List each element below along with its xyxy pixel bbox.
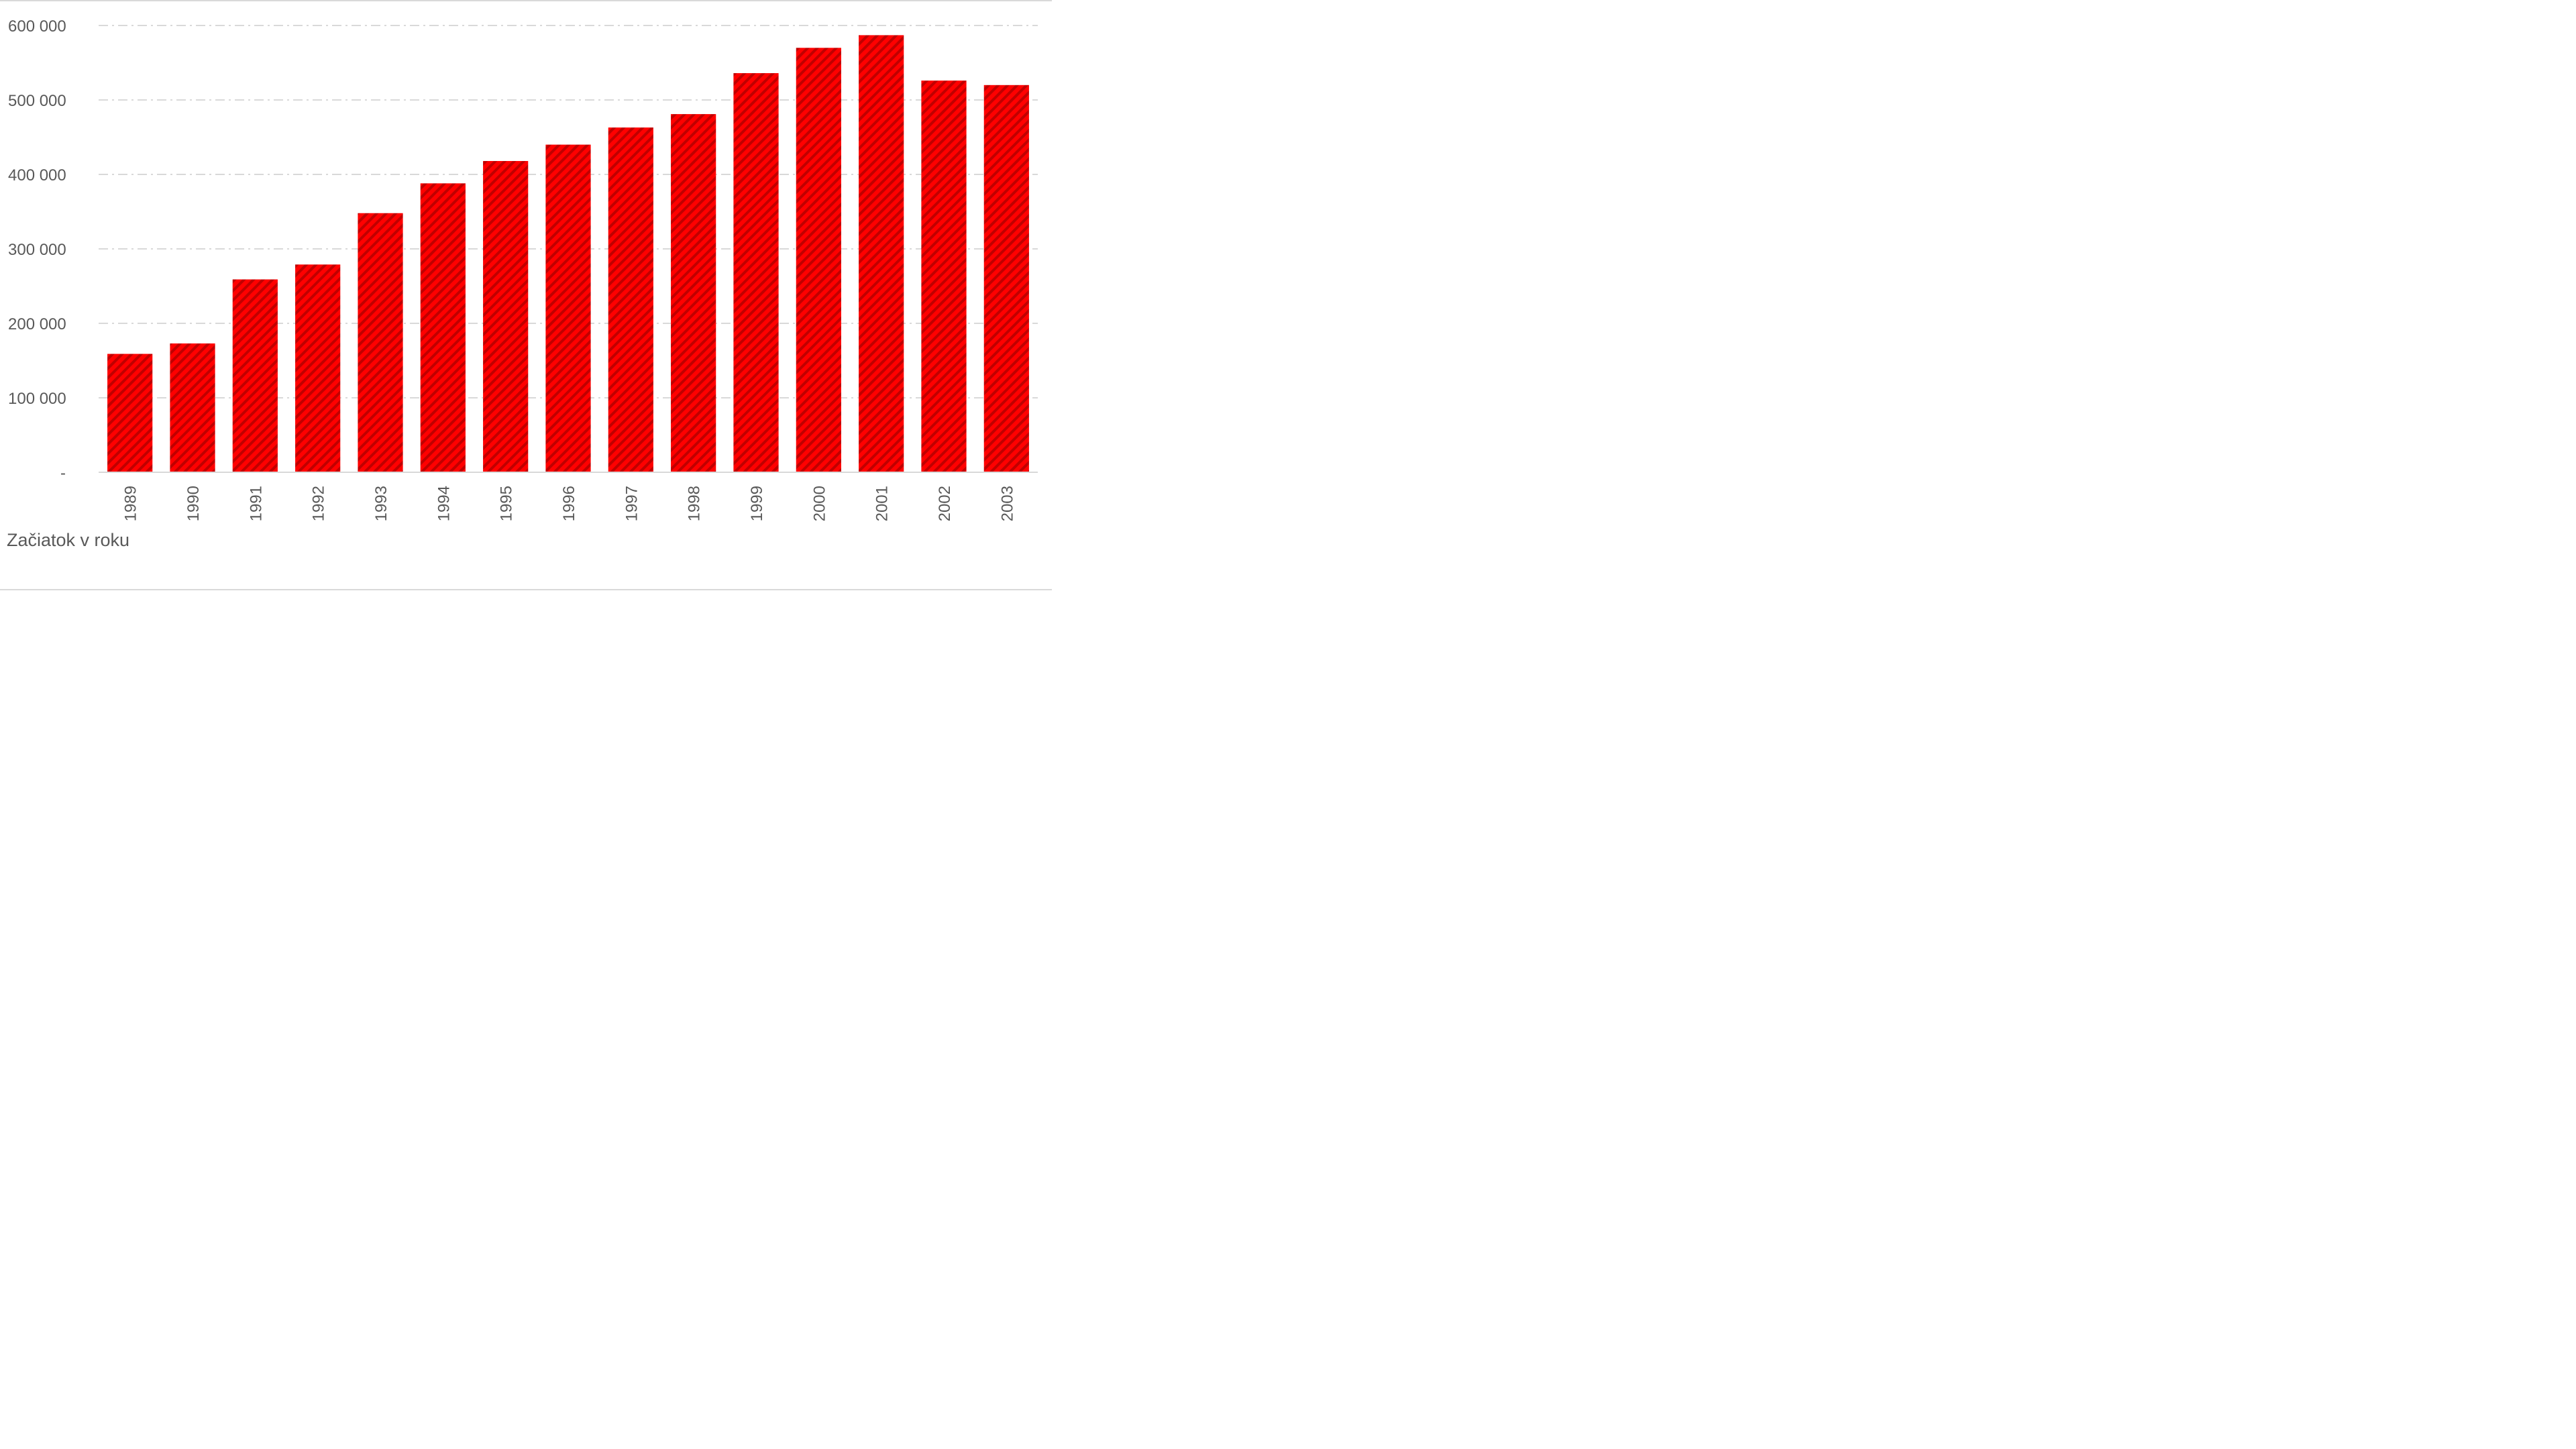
bar-1992 <box>295 264 341 472</box>
bar-2001 <box>859 35 904 473</box>
y-tick-label: 400 000 <box>8 166 66 184</box>
y-tick-label: 600 000 <box>8 17 66 36</box>
bar-1998 <box>671 114 716 473</box>
bar-2003 <box>983 85 1029 473</box>
x-tick-label: 2002 <box>936 486 954 521</box>
bar-2000 <box>796 48 841 473</box>
bar-1991 <box>232 279 278 472</box>
x-tick-label: 1993 <box>372 486 390 521</box>
x-tick-label: 1991 <box>247 486 265 521</box>
x-tick-label: 1992 <box>310 486 328 521</box>
bottom-border <box>0 589 1052 590</box>
x-tick-labels: 1989 1990 1991 1992 1993 1994 1995 1996 1997 1998… <box>122 486 1017 521</box>
top-border <box>0 0 1052 1</box>
bar-1995 <box>483 161 529 472</box>
x-tick-label: 1998 <box>686 486 704 521</box>
bar-1989 <box>107 354 153 472</box>
x-tick-label: 1995 <box>498 486 516 521</box>
bar-2002 <box>921 80 967 472</box>
y-tick-label: 300 000 <box>8 241 66 259</box>
bars <box>107 35 1029 473</box>
x-tick-label: 1994 <box>435 486 453 521</box>
bar-1997 <box>608 127 653 472</box>
bar-1990 <box>170 343 215 472</box>
y-tick-label: 500 000 <box>8 92 66 110</box>
x-tick-label: 2000 <box>810 486 828 521</box>
y-tick-labels: - 100 000 200 000 300 000 400 000 500 000 600 … <box>8 17 66 482</box>
x-tick-label: 1999 <box>748 486 766 521</box>
x-tick-label: 1990 <box>184 486 203 521</box>
bar-1996 <box>545 144 591 472</box>
y-tick-label: - <box>60 464 66 482</box>
x-tick-label: 1997 <box>623 486 641 521</box>
y-tick-label: 100 000 <box>8 390 66 408</box>
x-tick-label: 1996 <box>560 486 578 521</box>
bar-1993 <box>358 213 403 472</box>
x-tick-label: 2003 <box>998 486 1016 521</box>
x-tick-label: 2001 <box>873 486 892 521</box>
bar-1994 <box>420 183 466 472</box>
bar-chart: - 100 000 200 000 300 000 400 000 500 000 600 … <box>7 17 1038 550</box>
x-axis-title: Začiatok v roku <box>7 530 129 550</box>
y-tick-label: 200 000 <box>8 315 66 333</box>
x-tick-label: 1989 <box>122 486 140 521</box>
bar-1999 <box>733 73 779 473</box>
